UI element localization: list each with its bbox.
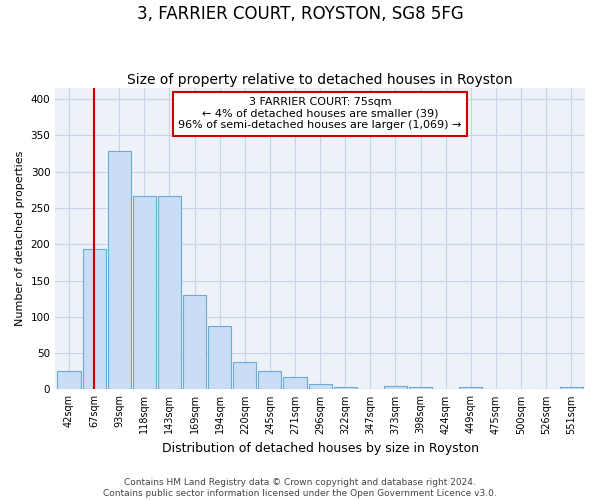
- Bar: [183, 295, 206, 390]
- Bar: [208, 326, 231, 390]
- Bar: [259, 372, 281, 390]
- Bar: [409, 388, 432, 390]
- Bar: [560, 388, 583, 390]
- Bar: [158, 196, 181, 390]
- Bar: [58, 372, 80, 390]
- Y-axis label: Number of detached properties: Number of detached properties: [15, 151, 25, 326]
- X-axis label: Distribution of detached houses by size in Royston: Distribution of detached houses by size …: [161, 442, 479, 455]
- Bar: [308, 384, 332, 390]
- Bar: [334, 388, 357, 390]
- Title: Size of property relative to detached houses in Royston: Size of property relative to detached ho…: [127, 73, 513, 87]
- Text: 3 FARRIER COURT: 75sqm
← 4% of detached houses are smaller (39)
96% of semi-deta: 3 FARRIER COURT: 75sqm ← 4% of detached …: [178, 97, 462, 130]
- Bar: [83, 250, 106, 390]
- Bar: [107, 152, 131, 390]
- Bar: [133, 196, 156, 390]
- Bar: [233, 362, 256, 390]
- Bar: [384, 386, 407, 390]
- Text: Contains HM Land Registry data © Crown copyright and database right 2024.
Contai: Contains HM Land Registry data © Crown c…: [103, 478, 497, 498]
- Text: 3, FARRIER COURT, ROYSTON, SG8 5FG: 3, FARRIER COURT, ROYSTON, SG8 5FG: [137, 5, 463, 23]
- Bar: [283, 377, 307, 390]
- Bar: [459, 388, 482, 390]
